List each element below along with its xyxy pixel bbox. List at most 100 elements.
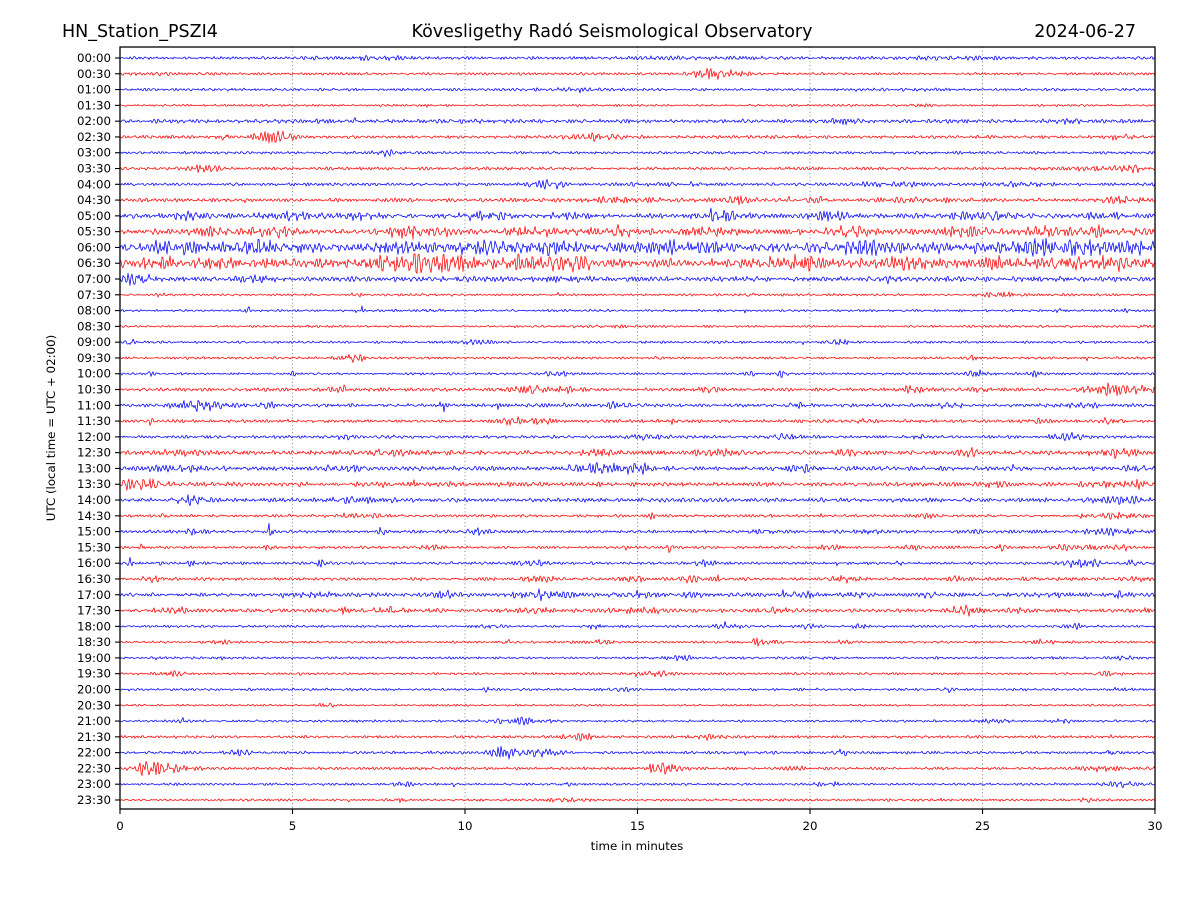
trace-2100: [119, 716, 1156, 726]
x-tick-label: 30: [1147, 819, 1162, 833]
trace-0200: [119, 117, 1156, 126]
y-tick-label: 14:00: [77, 493, 111, 507]
y-tick-label: 04:00: [77, 177, 111, 191]
y-tick-label: 11:30: [77, 414, 111, 428]
y-tick-label: 01:00: [77, 83, 111, 97]
y-tick-label: 03:30: [77, 162, 111, 176]
x-tick-label: 0: [116, 819, 124, 833]
trace-2330: [119, 797, 1156, 803]
trace-2230: [119, 761, 1156, 776]
y-tick-label: 16:30: [77, 572, 111, 586]
trace-0230: [119, 130, 1156, 144]
trace-2000: [119, 686, 1156, 694]
trace-0800: [119, 305, 1156, 314]
y-tick-label: 00:30: [77, 67, 111, 81]
seismic-traces: [119, 55, 1156, 803]
trace-0430: [119, 195, 1156, 206]
y-tick-label: 22:00: [77, 746, 111, 760]
y-tick-label: 11:00: [77, 398, 111, 412]
y-tick-label: 18:00: [77, 619, 111, 633]
trace-1500: [119, 522, 1156, 537]
trace-0930: [119, 353, 1156, 363]
y-tick-label: 04:30: [77, 193, 111, 207]
y-tick-label: 18:30: [77, 635, 111, 649]
y-tick-label: 21:30: [77, 730, 111, 744]
x-tick-label: 15: [630, 819, 645, 833]
y-tick-label: 16:00: [77, 556, 111, 570]
x-tick-label: 10: [457, 819, 472, 833]
y-tick-label: 17:30: [77, 604, 111, 618]
trace-2300: [120, 780, 1156, 789]
trace-2130: [119, 732, 1156, 742]
y-tick-label: 09:00: [77, 335, 111, 349]
trace-0000: [119, 55, 1156, 62]
station-title: HN_Station_PSZI4: [62, 22, 218, 42]
trace-1100: [119, 399, 1156, 413]
y-tick-label: 10:00: [77, 367, 111, 381]
trace-0530: [119, 223, 1156, 240]
y-tick-label: 05:00: [77, 209, 111, 223]
y-tick-label: 12:30: [77, 446, 111, 460]
y-tick-label: 20:00: [77, 682, 111, 696]
y-tick-label: 13:30: [77, 477, 111, 491]
trace-1730: [119, 604, 1156, 617]
trace-0030: [119, 68, 1156, 80]
trace-0630: [119, 253, 1156, 274]
y-tick-label: 19:30: [77, 667, 111, 681]
trace-2030: [119, 702, 1156, 708]
x-axis-label: time in minutes: [591, 839, 684, 853]
trace-1530: [119, 543, 1156, 553]
y-tick-label: 20:30: [77, 698, 111, 712]
y-tick-label: 13:00: [77, 461, 111, 475]
trace-0700: [119, 272, 1156, 286]
y-tick-label: 08:30: [77, 319, 111, 333]
y-tick-label: 12:00: [77, 430, 111, 444]
y-tick-label: 22:30: [77, 761, 111, 775]
trace-1300: [119, 462, 1156, 475]
x-tick-label: 5: [289, 819, 297, 833]
y-tick-label: 19:00: [77, 651, 111, 665]
grid-lines: [292, 47, 983, 809]
y-tick-label: 23:30: [77, 793, 111, 807]
y-tick-label: 01:30: [77, 98, 111, 112]
x-tick-label: 25: [975, 819, 990, 833]
x-tick-label: 20: [802, 819, 817, 833]
y-tick-label: 06:00: [77, 240, 111, 254]
trace-0100: [119, 86, 1156, 94]
x-axis-ticks: 0 5 10 15 20 25 30: [116, 809, 1163, 833]
y-tick-label: 09:30: [77, 351, 111, 365]
trace-1700: [119, 588, 1156, 602]
y-tick-label: 15:30: [77, 540, 111, 554]
trace-1830: [119, 637, 1156, 647]
trace-0300: [119, 149, 1156, 158]
trace-2200: [119, 745, 1156, 760]
trace-1130: [119, 416, 1156, 426]
plot-frame: [119, 46, 1156, 810]
y-tick-label: 07:00: [77, 272, 111, 286]
y-tick-label: 03:00: [77, 146, 111, 160]
trace-0130: [119, 103, 1156, 108]
trace-1000: [119, 369, 1156, 378]
trace-0730: [119, 291, 1156, 298]
y-tick-label: 07:30: [77, 288, 111, 302]
trace-1930: [119, 670, 1156, 678]
y-axis-label: UTC (local time = UTC + 02:00): [44, 335, 58, 521]
trace-1200: [119, 431, 1156, 442]
observatory-title: Kövesligethy Radó Seismological Observat…: [412, 22, 813, 42]
y-tick-label: 14:30: [77, 509, 111, 523]
y-tick-label: 15:00: [77, 525, 111, 539]
trace-1630: [119, 574, 1156, 584]
date-title: 2024-06-27: [1034, 22, 1136, 42]
trace-1900: [119, 654, 1156, 662]
trace-1400: [119, 494, 1156, 507]
y-tick-label: 00:00: [77, 51, 111, 65]
trace-0830: [119, 324, 1156, 329]
trace-1330: [119, 478, 1156, 491]
y-tick-label: 05:30: [77, 225, 111, 239]
y-tick-label: 06:30: [77, 256, 111, 270]
y-tick-label: 10:30: [77, 383, 111, 397]
trace-1230: [119, 446, 1156, 459]
y-tick-label: 08:00: [77, 304, 111, 318]
